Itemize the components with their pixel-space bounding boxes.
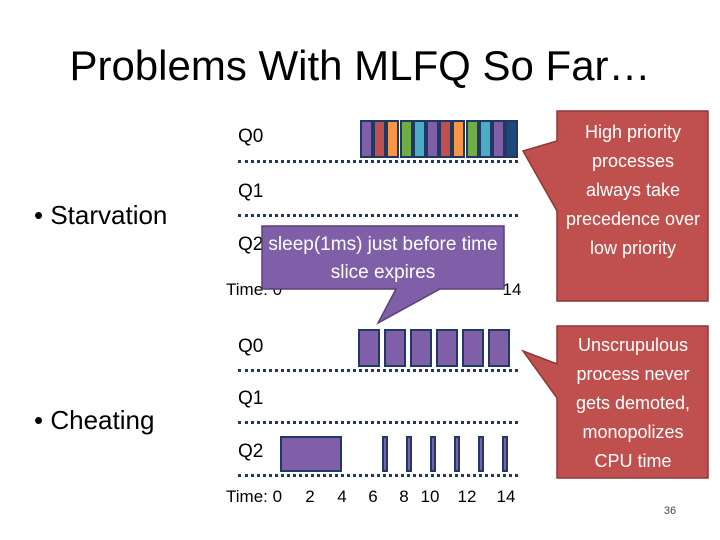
cheating-q0-line bbox=[238, 369, 518, 372]
cheating-q2-label: Q2 bbox=[238, 441, 264, 462]
cheating-q0-block bbox=[358, 329, 380, 367]
starvation-q0-block bbox=[465, 120, 479, 158]
slide-title: Problems With MLFQ So Far… bbox=[69, 42, 651, 89]
starvation-q0-block bbox=[412, 120, 426, 158]
cheating-q0-block bbox=[410, 329, 432, 367]
cheating-tick: 6 bbox=[368, 487, 378, 506]
cheating-tick: 14 bbox=[496, 487, 516, 506]
cheating-tick: 10 bbox=[420, 487, 440, 506]
cheating-q0-label: Q0 bbox=[238, 336, 264, 357]
cheating-q1-label: Q1 bbox=[238, 388, 264, 409]
sleep-callout-shape bbox=[261, 225, 505, 325]
starvation-q0-block bbox=[478, 120, 492, 158]
cheating-q2-bar bbox=[382, 436, 388, 472]
cheating-callout-text: Unscrupulous process never gets demoted,… bbox=[575, 335, 691, 471]
starvation-q0-block bbox=[426, 120, 439, 158]
cheating-tick: 4 bbox=[337, 487, 347, 506]
starvation-q0-block bbox=[386, 120, 400, 158]
priority-callout-shape bbox=[521, 110, 709, 302]
cheating-q2-bar bbox=[430, 436, 436, 472]
cheating-q0-block bbox=[436, 329, 458, 367]
starvation-q0-line bbox=[238, 160, 518, 163]
cheating-q0-block bbox=[384, 329, 406, 367]
cheating-q0-block bbox=[488, 329, 510, 367]
cheating-time-label: Time: 0 bbox=[226, 487, 283, 506]
starvation-q0-block bbox=[439, 120, 453, 158]
sleep-callout-text: sleep(1ms) just before time slice expire… bbox=[268, 234, 498, 283]
cheating-callout-shape bbox=[520, 325, 709, 479]
starvation-tick-14: 14 bbox=[502, 280, 522, 299]
bullet-starvation: • Starvation bbox=[34, 200, 168, 230]
starvation-q0-block bbox=[399, 120, 413, 158]
priority-callout-text: High priority processes always take prec… bbox=[565, 122, 701, 258]
starvation-q1-label: Q1 bbox=[238, 181, 264, 202]
cheating-q2-bar bbox=[406, 436, 412, 472]
starvation-q0-block bbox=[360, 120, 373, 158]
cheating-tick: 12 bbox=[457, 487, 477, 506]
cheating-q0-block bbox=[462, 329, 484, 367]
bullet-cheating: • Cheating bbox=[34, 405, 155, 435]
cheating-q2-bar bbox=[454, 436, 460, 472]
cheating-tick: 8 bbox=[399, 487, 409, 506]
page-number: 36 bbox=[663, 505, 677, 517]
cheating-q2-bar bbox=[478, 436, 484, 472]
starvation-q0-block bbox=[492, 120, 505, 158]
cheating-q1-line bbox=[238, 421, 518, 424]
starvation-q0-block bbox=[452, 120, 466, 158]
cheating-q2-block bbox=[280, 436, 342, 472]
cheating-q2-line bbox=[238, 474, 518, 477]
starvation-q0-label: Q0 bbox=[238, 126, 264, 147]
starvation-q0-block bbox=[373, 120, 387, 158]
starvation-q0-block bbox=[505, 120, 519, 158]
cheating-q2-bar bbox=[502, 436, 508, 472]
starvation-q1-line bbox=[238, 214, 518, 217]
starvation-q2-label: Q2 bbox=[238, 234, 264, 255]
cheating-tick: 2 bbox=[305, 487, 315, 506]
